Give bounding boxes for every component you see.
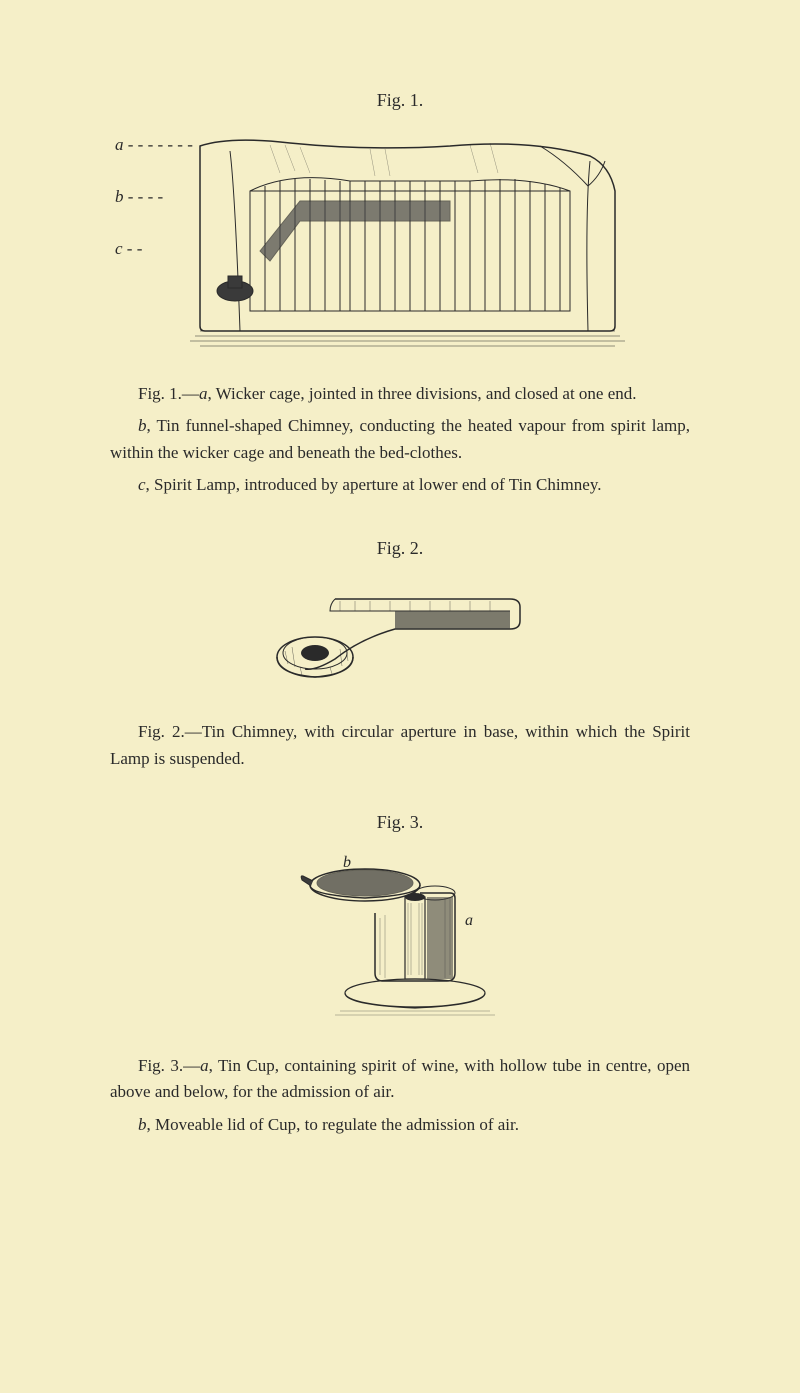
fig1-para-b: b, Tin funnel-shaped Chimney, conducting… — [110, 413, 690, 466]
fig1-title: Fig. 1. — [110, 90, 690, 111]
fig1-label-b: b - - - - — [115, 187, 193, 207]
fig1-label-a: a - - - - - - - — [115, 135, 193, 155]
fig3-title: Fig. 3. — [110, 812, 690, 833]
fig1-illustration — [170, 131, 630, 351]
fig3-label-b-text: b — [343, 854, 351, 871]
fig3-illustration: b a — [285, 853, 515, 1023]
fig2-para: Fig. 2.—Tin Chimney, with circular apert… — [110, 719, 690, 772]
fig2-illustration — [260, 579, 540, 689]
fig1-side-labels: a - - - - - - - b - - - - c - - — [115, 135, 193, 291]
fig1-para-c: c, Spirit Lamp, introduced by aperture a… — [110, 472, 690, 498]
fig3-para-b: b, Moveable lid of Cup, to regulate the … — [110, 1112, 690, 1138]
fig2-title: Fig. 2. — [110, 538, 690, 559]
fig3-para-a: Fig. 3.—a, Tin Cup, containing spirit of… — [110, 1053, 690, 1106]
fig1-label-c: c - - — [115, 239, 193, 259]
fig3-label-a-text: a — [465, 912, 473, 929]
fig1-para-a: Fig. 1.—a, Wicker cage, jointed in three… — [110, 381, 690, 407]
